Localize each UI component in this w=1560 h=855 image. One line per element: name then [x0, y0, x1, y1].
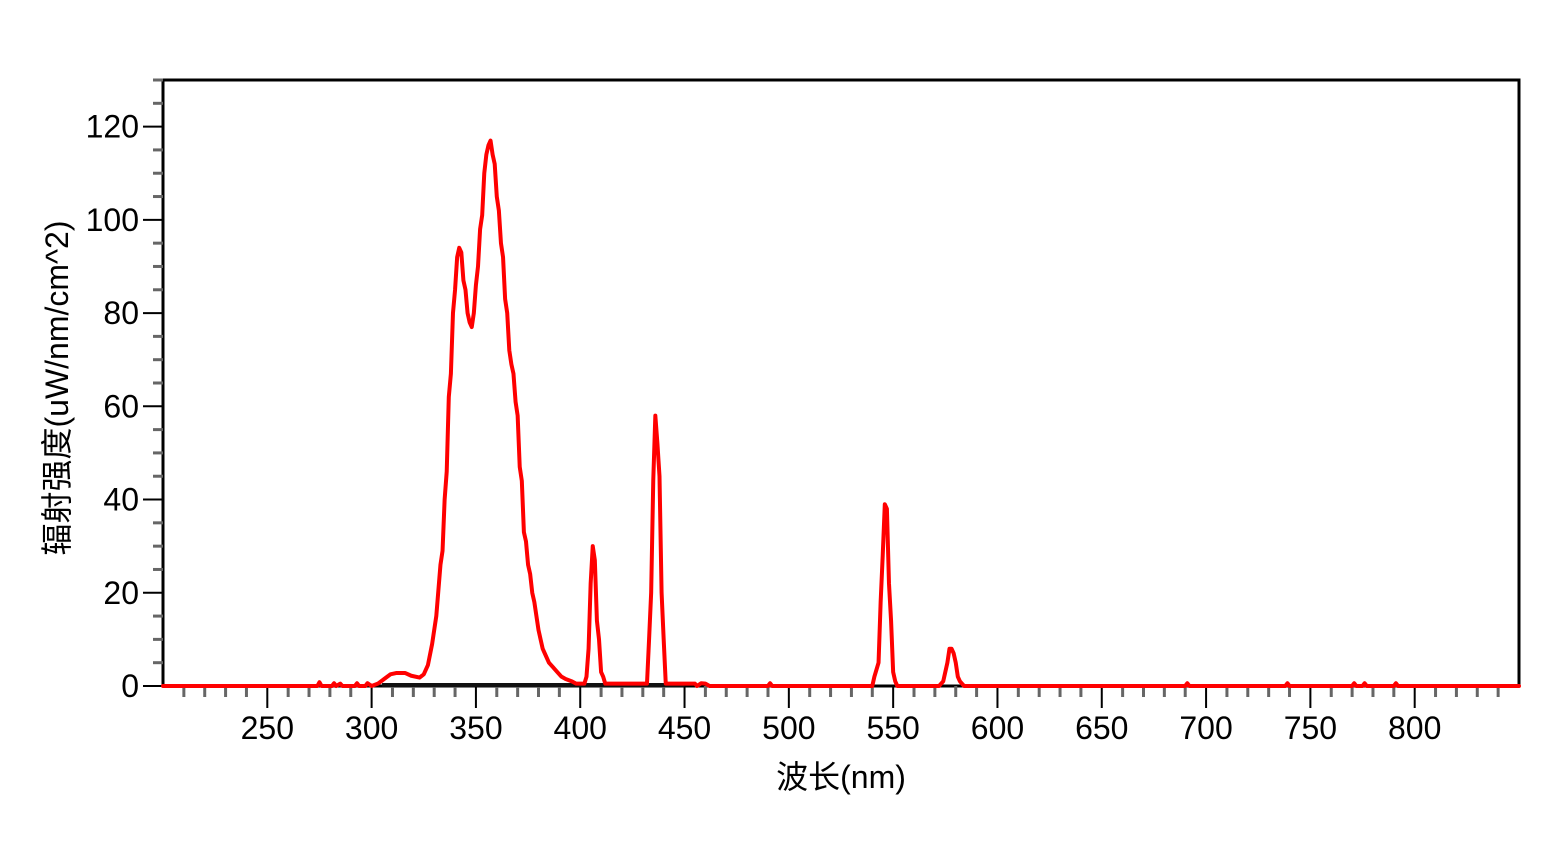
- y-tick-label: 40: [103, 482, 139, 518]
- plot-frame: [161, 78, 1521, 688]
- y-tick-label: 20: [103, 575, 139, 611]
- y-tick-label: 80: [103, 295, 139, 331]
- x-tick-label: 350: [449, 710, 502, 746]
- y-axis-title: 辐射强度(uW/nm/cm^2): [39, 220, 75, 555]
- x-tick-label: 600: [971, 710, 1024, 746]
- x-tick-label: 750: [1284, 710, 1337, 746]
- y-tick-label: 120: [86, 109, 139, 145]
- y-tick-label: 60: [103, 388, 139, 424]
- x-tick-label: 700: [1179, 710, 1232, 746]
- x-tick-label: 400: [554, 710, 607, 746]
- x-axis-title: 波长(nm): [776, 759, 906, 795]
- x-tick-label: 450: [658, 710, 711, 746]
- series-line-1: [161, 138, 1521, 688]
- series-layer: [161, 138, 1521, 688]
- x-tick-label: 650: [1075, 710, 1128, 746]
- y-tick-label: 100: [86, 202, 139, 238]
- y-tick-label: 0: [121, 668, 139, 704]
- axes-layer: 0 20 40 60 80 100 120 250 300 350 400 450 500 550 600 6…: [86, 78, 1521, 746]
- x-tick-label: 800: [1388, 710, 1441, 746]
- x-tick-label: 250: [241, 710, 294, 746]
- x-tick-label: 550: [866, 710, 919, 746]
- x-tick-label: 500: [762, 710, 815, 746]
- x-tick-label: 300: [345, 710, 398, 746]
